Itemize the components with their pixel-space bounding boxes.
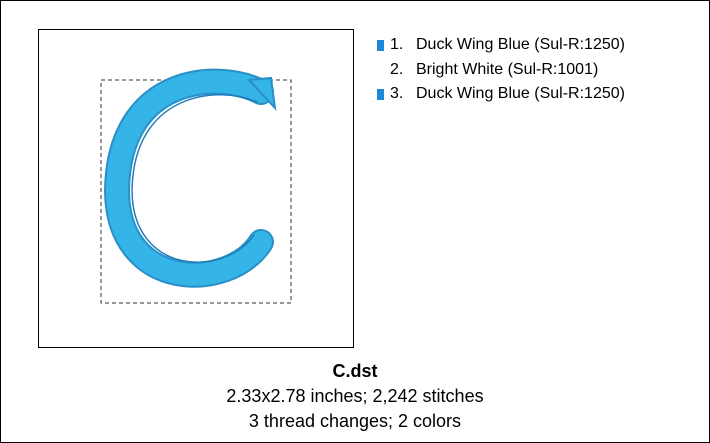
thread-name: Bright White (Sul-R:1001) (416, 60, 599, 78)
thread-swatch (377, 39, 384, 51)
size-line: 2.33x2.78 inches; 2,242 stitches (226, 386, 484, 406)
thread-number: 2. (390, 60, 404, 78)
thread-item: 1. Duck Wing Blue (Sul-R:1250) (377, 33, 625, 58)
thread-item: 3. Duck Wing Blue (Sul-R:1250) (377, 82, 625, 107)
file-name: C.dst (332, 361, 378, 381)
letter-c (103, 68, 277, 288)
design-info: C.dst 2.33x2.78 inches; 2,242 stitches 3… (1, 359, 709, 434)
design-image (100, 68, 292, 304)
thread-number: 3. (390, 85, 404, 103)
thread-number: 1. (390, 36, 404, 54)
thread-list: 1. Duck Wing Blue (Sul-R:1250) 2. Bright Wh… (377, 33, 625, 107)
thread-swatch (377, 88, 384, 100)
design-preview (38, 29, 354, 348)
thread-name: Duck Wing Blue (Sul-R:1250) (416, 85, 625, 103)
changes-line: 3 thread changes; 2 colors (248, 411, 462, 431)
thread-item: 2. Bright White (Sul-R:1001) (377, 58, 625, 83)
thread-name: Duck Wing Blue (Sul-R:1250) (416, 36, 625, 54)
thread-swatch (377, 64, 384, 76)
